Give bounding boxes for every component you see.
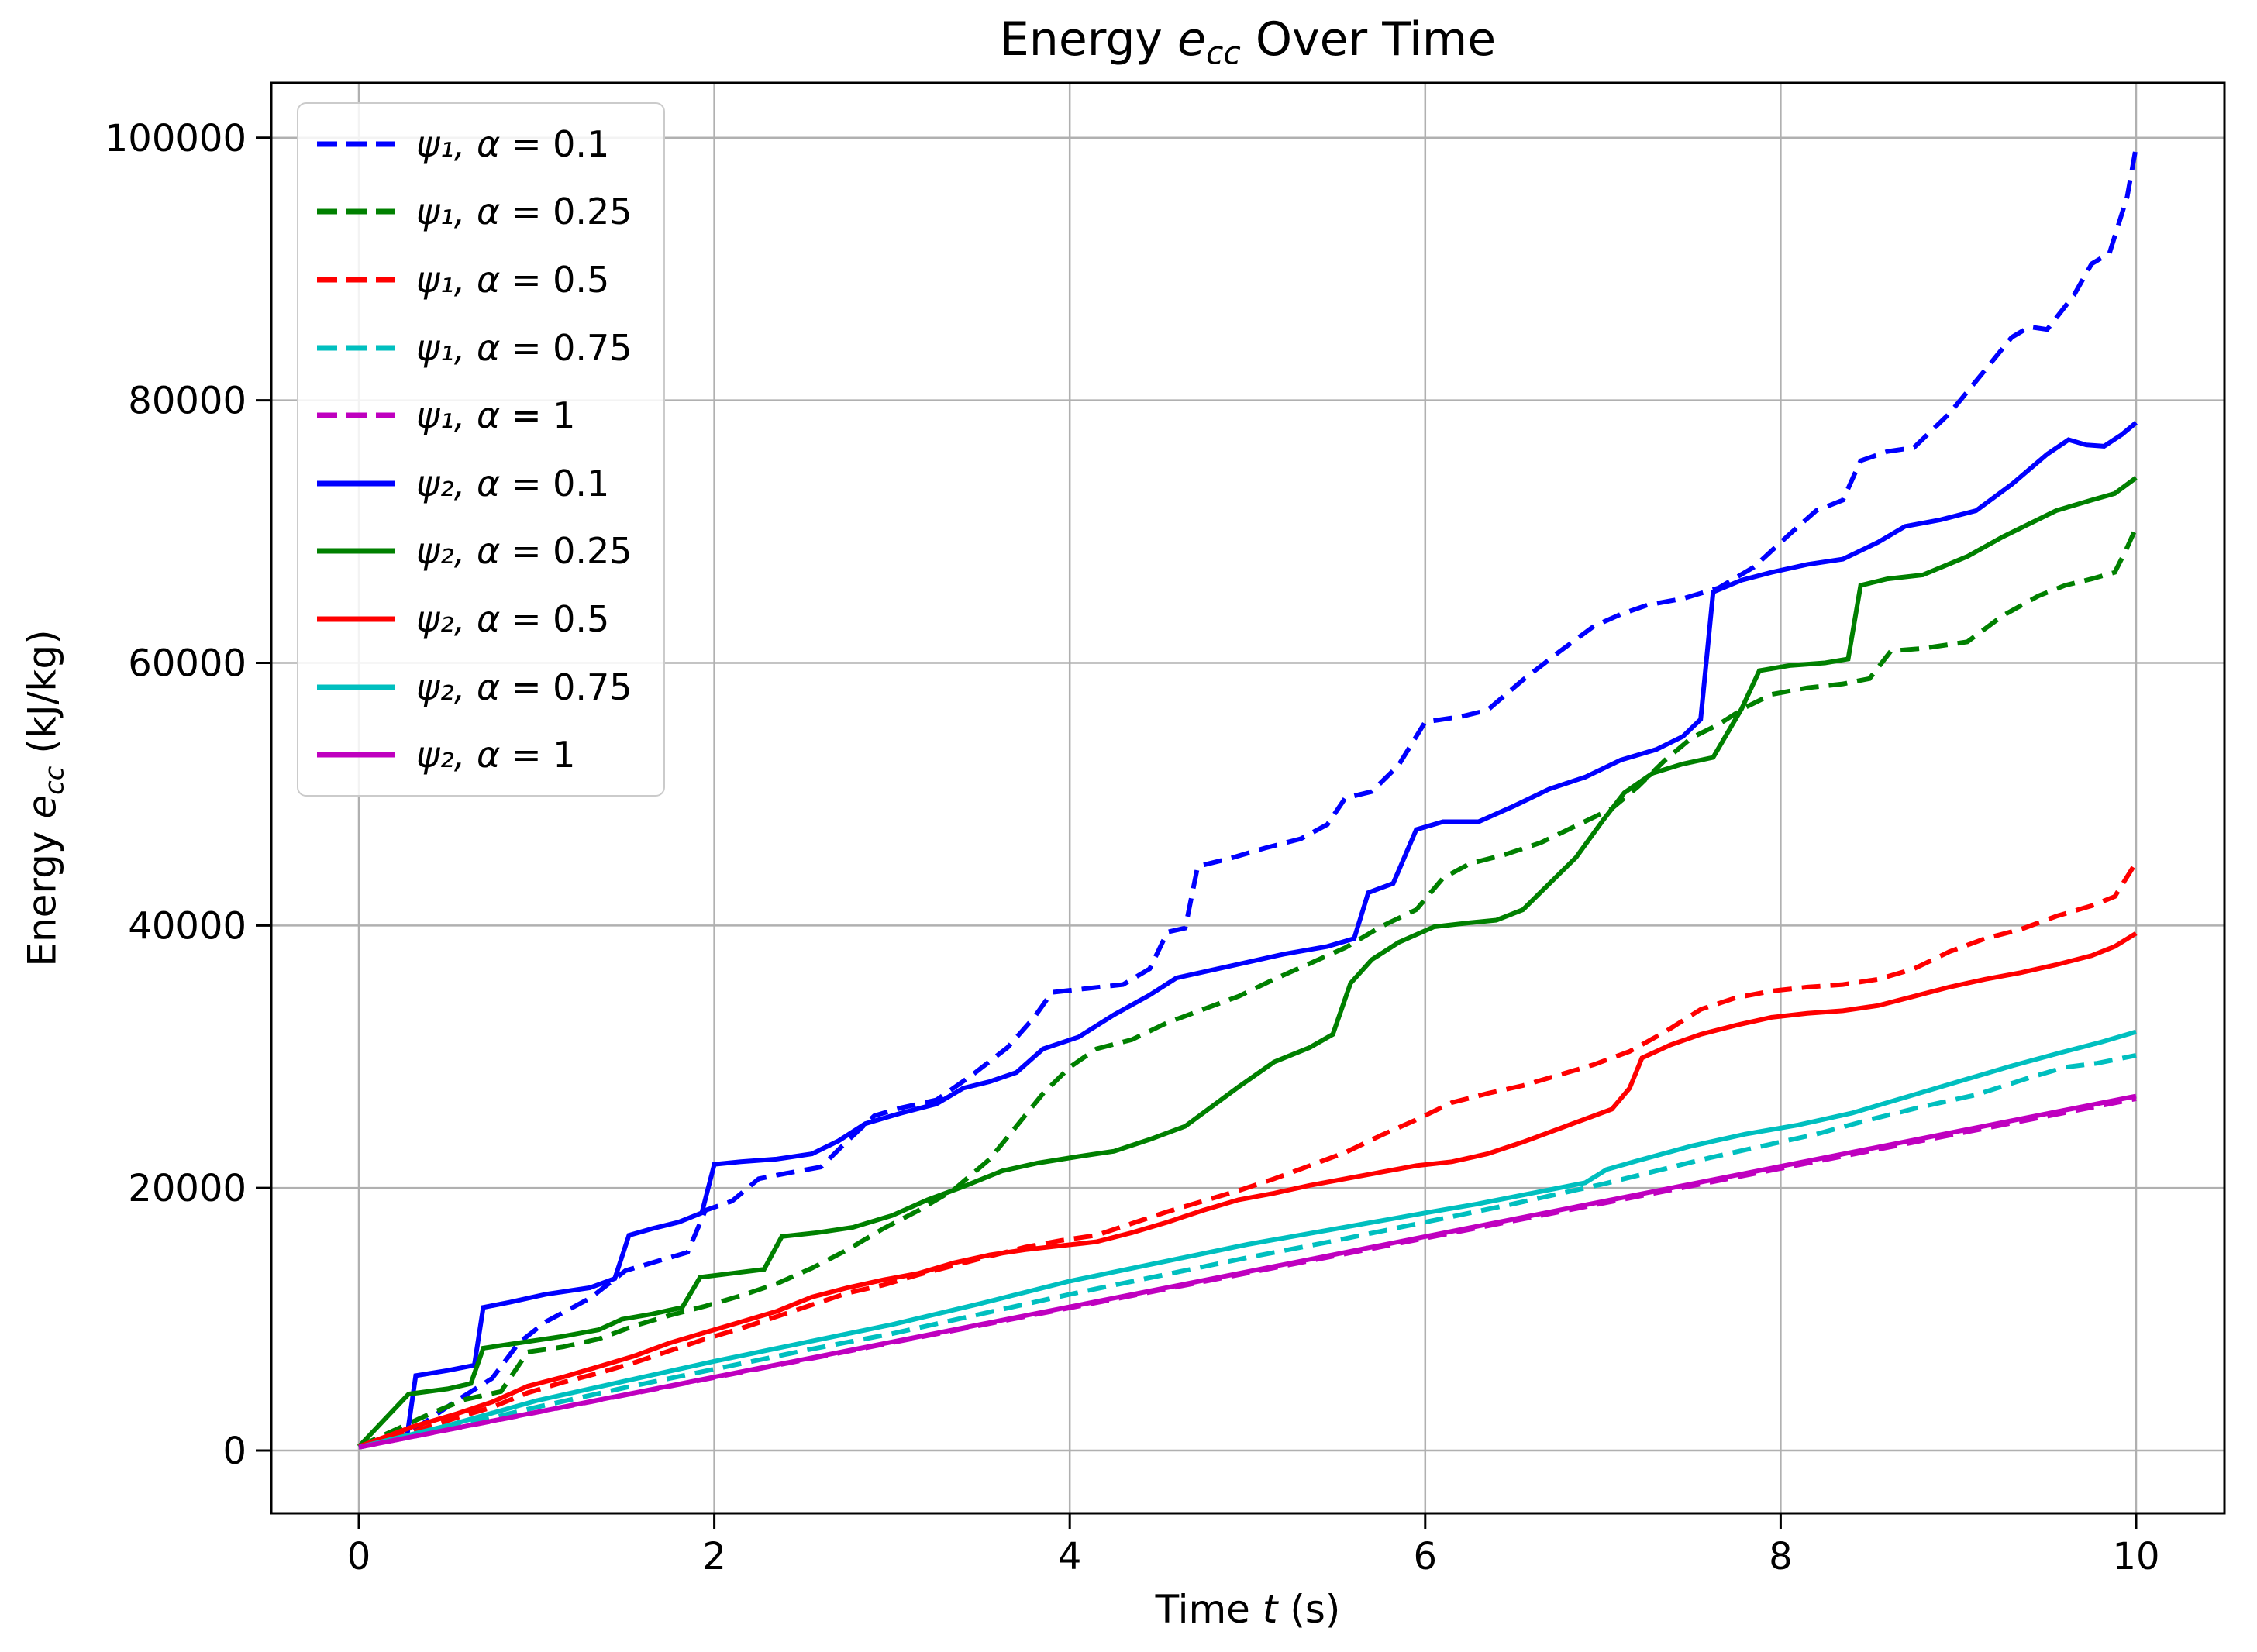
chart-title: Energy ecc Over Time — [999, 12, 1497, 72]
y-axis-label: Energy ecc (kJ/kg) — [19, 629, 71, 967]
y-tick-label: 60000 — [128, 642, 246, 685]
legend-label-math: ψ₁, α — [416, 326, 501, 369]
legend-label-math: ψ₁, α — [416, 191, 501, 233]
series-line-psi1-alpha-0.75 — [358, 1053, 2137, 1450]
legend-swatch-line — [317, 684, 395, 690]
legend-label-math: ψ₂, α — [416, 462, 501, 504]
legend-entry-psi1-alpha-0.25: ψ₁, α = 0.25 — [314, 191, 656, 232]
series-line-psi2-alpha-0.25 — [357, 476, 2138, 1448]
legend-box: ψ₁, α = 0.1 ψ₁, α = 0.25 ψ₁, α = 0.5 ψ₁, α … — [297, 102, 665, 797]
legend-label-value: = 0.1 — [500, 462, 610, 504]
series-lines — [357, 146, 2138, 1450]
legend-label-value: = 0.5 — [500, 597, 610, 640]
series-line-psi2-alpha-0.1 — [358, 421, 2138, 1449]
legend-label: ψ₁, α = 0.75 — [416, 327, 632, 369]
legend-swatch-line — [317, 345, 395, 351]
x-tick-label: 6 — [1414, 1535, 1438, 1578]
legend-label: ψ₂, α = 1 — [416, 734, 575, 776]
y-tick-label: 80000 — [128, 380, 246, 423]
legend-label: ψ₂, α = 0.75 — [416, 666, 632, 708]
legend-label-math: ψ₁, α — [416, 258, 501, 301]
legend-entry-psi1-alpha-1: ψ₁, α = 1 — [314, 394, 656, 436]
legend-label-math: ψ₂, α — [416, 597, 501, 640]
legend-label: ψ₁, α = 0.1 — [416, 123, 609, 165]
x-tick-label: 0 — [347, 1535, 371, 1578]
legend-label-math: ψ₂, α — [416, 530, 501, 573]
legend-label: ψ₂, α = 0.1 — [416, 463, 609, 504]
legend-swatch-line — [317, 752, 395, 758]
y-tick-label: 20000 — [128, 1167, 246, 1210]
x-axis-label: Time t (s) — [1155, 1587, 1341, 1632]
x-tick-label: 10 — [2112, 1535, 2159, 1578]
series-line-psi2-alpha-0.75 — [358, 1029, 2137, 1450]
legend-label-math: ψ₂, α — [416, 734, 501, 776]
series-line-psi2-alpha-1 — [358, 1093, 2137, 1450]
legend-label: ψ₁, α = 0.5 — [416, 259, 609, 301]
legend-label-value: = 0.75 — [500, 326, 632, 369]
legend-label-value: = 1 — [500, 394, 576, 437]
legend-swatch-line — [317, 208, 395, 215]
legend-label-math: ψ₂, α — [416, 666, 501, 708]
legend-swatch-line — [317, 548, 395, 554]
series-line-psi1-alpha-0.1 — [358, 146, 2138, 1449]
series-line-psi1-alpha-0.25 — [357, 526, 2138, 1449]
legend-label: ψ₂, α = 0.25 — [416, 530, 632, 572]
legend-label-value: = 0.25 — [500, 530, 632, 573]
x-tick-label: 8 — [1769, 1535, 1793, 1578]
legend-entry-psi1-alpha-0.1: ψ₁, α = 0.1 — [314, 123, 656, 165]
legend-label-value: = 0.25 — [500, 191, 632, 233]
legend-entry-psi1-alpha-0.75: ψ₁, α = 0.75 — [314, 327, 656, 369]
legend-label-value: = 1 — [500, 734, 576, 776]
x-tick-label: 4 — [1058, 1535, 1082, 1578]
legend-swatch-line — [317, 277, 395, 283]
y-tick-label: 100000 — [105, 117, 246, 160]
legend-label-value: = 0.5 — [500, 258, 610, 301]
legend-entry-psi2-alpha-0.5: ψ₂, α = 0.5 — [314, 598, 656, 640]
legend-entry-psi2-alpha-0.1: ψ₂, α = 0.1 — [314, 463, 656, 504]
axis-ticks: 0 2 4 6 8 10 0 20000 40000 60000 80000 100000 — [105, 117, 2160, 1578]
legend-label: ψ₁, α = 1 — [416, 394, 575, 436]
legend-entry-psi2-alpha-0.75: ψ₂, α = 0.75 — [314, 666, 656, 708]
series-line-psi1-alpha-0.5 — [358, 861, 2138, 1449]
legend-swatch-line — [317, 616, 395, 622]
legend-label-value: = 0.1 — [500, 122, 610, 165]
y-tick-label: 0 — [222, 1430, 246, 1473]
legend-label-math: ψ₁, α — [416, 122, 501, 165]
legend-label: ψ₁, α = 0.25 — [416, 191, 632, 232]
legend-label-math: ψ₁, α — [416, 394, 501, 437]
legend-label-value: = 0.75 — [500, 666, 632, 708]
legend-entry-psi1-alpha-0.5: ψ₁, α = 0.5 — [314, 259, 656, 301]
legend-entry-psi2-alpha-1: ψ₂, α = 1 — [314, 734, 656, 776]
series-line-psi2-alpha-0.5 — [357, 931, 2138, 1449]
axes-frame — [270, 81, 2226, 1515]
legend-swatch-line — [317, 480, 395, 487]
x-tick-label: 2 — [702, 1535, 726, 1578]
legend-entry-psi2-alpha-0.25: ψ₂, α = 0.25 — [314, 530, 656, 572]
legend-swatch-line — [317, 141, 395, 147]
legend-label: ψ₂, α = 0.5 — [416, 598, 609, 640]
legend-swatch-line — [317, 412, 395, 418]
y-tick-label: 40000 — [128, 904, 246, 948]
